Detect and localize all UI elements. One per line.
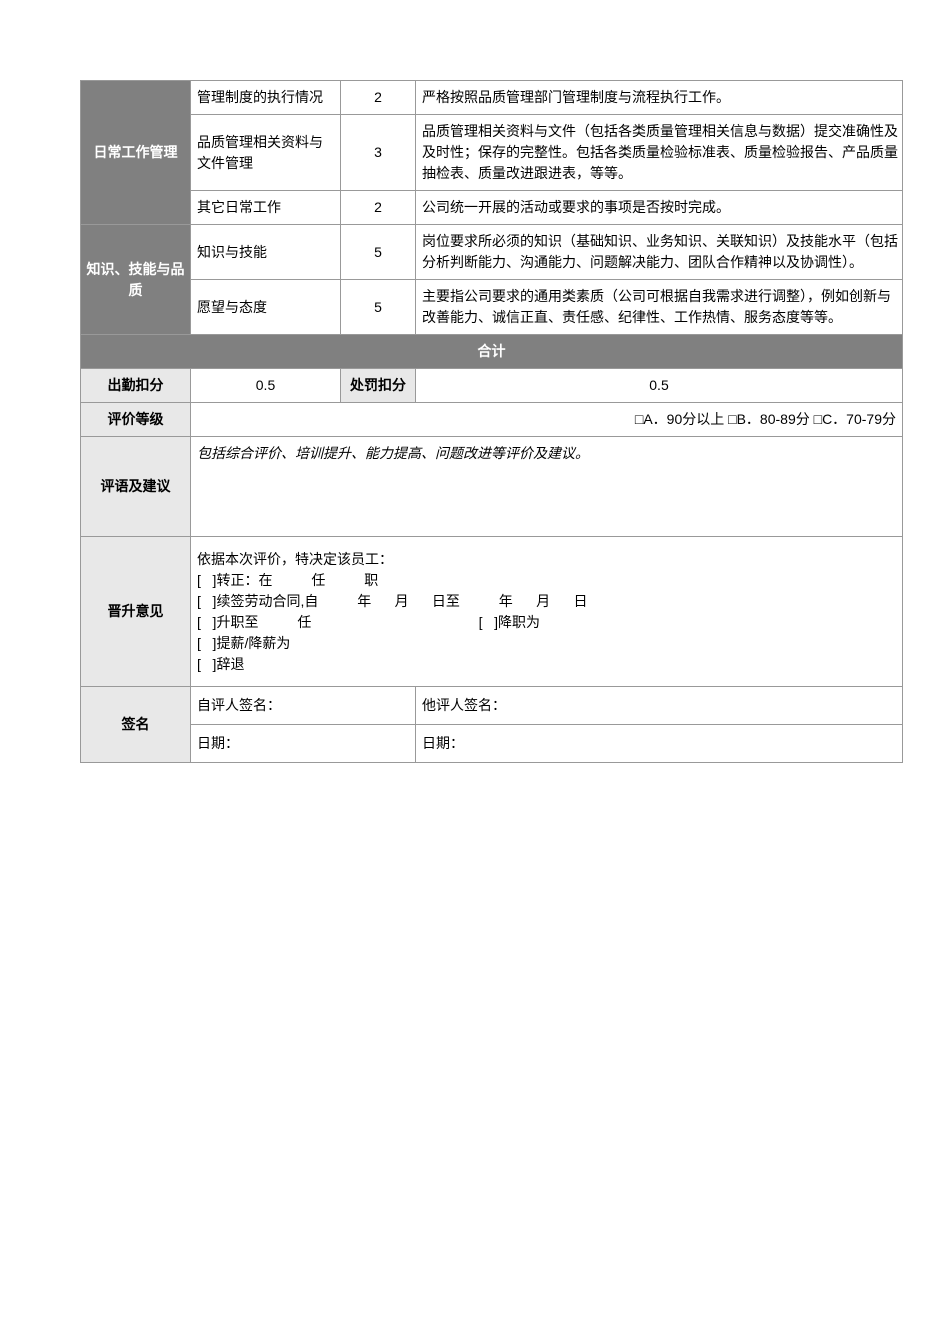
item-desc: 品质管理相关资料与文件（包括各类质量管理相关信息与数据）提交准确性及及时性；保存… (416, 115, 903, 191)
promotion-body: 依据本次评价，特决定该员工： [ ]转正：在 任 职 [ ]续签劳动合同,自 年… (191, 537, 903, 687)
evaluation-form: 日常工作管理 管理制度的执行情况 2 严格按照品质管理部门管理制度与流程执行工作… (0, 80, 950, 763)
sign-row-2: 日期： 日期： (81, 725, 903, 763)
item-label: 管理制度的执行情况 (191, 81, 341, 115)
promo-line-2: [ ]续签劳动合同,自 年 月 日至 年 月 日 (197, 591, 898, 612)
promotion-row: 晋升意见 依据本次评价，特决定该员工： [ ]转正：在 任 职 [ ]续签劳动合… (81, 537, 903, 687)
promotion-label: 晋升意见 (81, 537, 191, 687)
total-row: 合计 (81, 335, 903, 369)
table-row: 品质管理相关资料与文件管理 3 品质管理相关资料与文件（包括各类质量管理相关信息… (81, 115, 903, 191)
evaluation-table: 日常工作管理 管理制度的执行情况 2 严格按照品质管理部门管理制度与流程执行工作… (80, 80, 903, 763)
table-row: 日常工作管理 管理制度的执行情况 2 严格按照品质管理部门管理制度与流程执行工作… (81, 81, 903, 115)
item-score: 5 (341, 225, 416, 280)
category-daily: 日常工作管理 (81, 81, 191, 225)
item-label: 其它日常工作 (191, 191, 341, 225)
sign-row-1: 签名 自评人签名： 他评人签名： (81, 687, 903, 725)
item-desc: 严格按照品质管理部门管理制度与流程执行工作。 (416, 81, 903, 115)
promo-line-6: [ ]辞退 (197, 654, 898, 675)
item-desc: 公司统一开展的活动或要求的事项是否按时完成。 (416, 191, 903, 225)
deduction-row: 出勤扣分 0.5 处罚扣分 0.5 (81, 369, 903, 403)
other-sign: 他评人签名： (416, 687, 903, 725)
comments-label: 评语及建议 (81, 437, 191, 537)
item-score: 2 (341, 191, 416, 225)
item-desc: 岗位要求所必须的知识（基础知识、业务知识、关联知识）及技能水平（包括分析判断能力… (416, 225, 903, 280)
promo-line-5: [ ]提薪/降薪为 (197, 633, 898, 654)
promo-line-0: 依据本次评价，特决定该员工： (197, 549, 898, 570)
item-score: 2 (341, 81, 416, 115)
penalty-deduct-label: 处罚扣分 (341, 369, 416, 403)
item-label: 品质管理相关资料与文件管理 (191, 115, 341, 191)
attendance-deduct-value: 0.5 (191, 369, 341, 403)
other-date: 日期： (416, 725, 903, 763)
table-row: 愿望与态度 5 主要指公司要求的通用类素质（公司可根据自我需求进行调整），例如创… (81, 280, 903, 335)
promo-line-3: [ ]升职至 任 [ ]降职为 (197, 612, 898, 633)
item-label: 知识与技能 (191, 225, 341, 280)
comments-row: 评语及建议 包括综合评价、培训提升、能力提高、问题改进等评价及建议。 (81, 437, 903, 537)
attendance-deduct-label: 出勤扣分 (81, 369, 191, 403)
self-date: 日期： (191, 725, 416, 763)
category-knowledge: 知识、技能与品质 (81, 225, 191, 335)
item-label: 愿望与态度 (191, 280, 341, 335)
comments-hint: 包括综合评价、培训提升、能力提高、问题改进等评价及建议。 (191, 437, 903, 537)
penalty-deduct-value: 0.5 (416, 369, 903, 403)
table-row: 其它日常工作 2 公司统一开展的活动或要求的事项是否按时完成。 (81, 191, 903, 225)
sign-label: 签名 (81, 687, 191, 763)
table-row: 知识、技能与品质 知识与技能 5 岗位要求所必须的知识（基础知识、业务知识、关联… (81, 225, 903, 280)
grade-options: □A．90分以上 □B．80-89分 □C．70-79分 (191, 403, 903, 437)
grade-row: 评价等级 □A．90分以上 □B．80-89分 □C．70-79分 (81, 403, 903, 437)
item-score: 3 (341, 115, 416, 191)
promo-line-1: [ ]转正：在 任 职 (197, 570, 898, 591)
item-desc: 主要指公司要求的通用类素质（公司可根据自我需求进行调整），例如创新与改善能力、诚… (416, 280, 903, 335)
total-label: 合计 (81, 335, 903, 369)
grade-label: 评价等级 (81, 403, 191, 437)
item-score: 5 (341, 280, 416, 335)
self-sign: 自评人签名： (191, 687, 416, 725)
